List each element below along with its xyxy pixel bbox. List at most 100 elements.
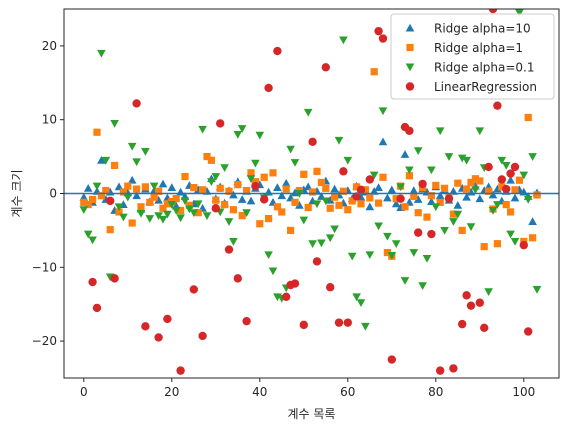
data-point (418, 179, 427, 189)
data-point (84, 200, 92, 209)
data-point (221, 200, 229, 209)
data-point (308, 240, 317, 248)
data-point (374, 26, 383, 36)
data-point (286, 145, 295, 154)
data-point (106, 226, 114, 234)
data-point (391, 199, 401, 208)
data-point (330, 184, 339, 193)
data-point (480, 243, 488, 251)
data-point (102, 186, 110, 195)
data-point (453, 201, 463, 209)
data-point (277, 191, 287, 200)
data-point (497, 156, 507, 165)
data-point (378, 137, 388, 146)
data-point (366, 194, 374, 202)
data-point (436, 198, 444, 206)
data-point (251, 181, 260, 191)
data-point (444, 153, 454, 161)
data-point (146, 198, 154, 206)
data-point (225, 187, 233, 195)
data-point (466, 301, 476, 310)
data-point (176, 366, 185, 375)
data-point (141, 147, 150, 156)
data-point (304, 203, 312, 212)
data-point (207, 178, 216, 186)
data-point (335, 201, 343, 209)
data-point (313, 167, 321, 175)
data-point (423, 213, 431, 221)
legend-marker (405, 63, 415, 72)
data-point (427, 166, 436, 175)
data-point (194, 209, 202, 217)
data-point (167, 201, 177, 209)
data-point (334, 136, 344, 145)
data-point (427, 197, 436, 206)
data-point (322, 184, 330, 192)
data-point (92, 182, 102, 191)
data-point (93, 128, 101, 136)
data-point (475, 194, 485, 203)
data-point (246, 175, 256, 184)
data-point (119, 188, 127, 196)
data-point (431, 203, 441, 212)
data-point (211, 173, 221, 181)
data-point (488, 207, 498, 215)
data-point (502, 200, 510, 209)
data-point (321, 197, 331, 206)
data-point (471, 175, 479, 183)
series-linearregression (88, 9, 533, 375)
data-point (352, 192, 361, 201)
data-point (80, 198, 88, 206)
y-tick-label: 10 (42, 113, 57, 127)
data-point (466, 223, 476, 232)
y-tick-label: 0 (49, 187, 57, 201)
data-point (97, 155, 106, 164)
data-point (251, 178, 259, 186)
data-point (158, 215, 168, 224)
data-point (506, 169, 515, 178)
data-point (92, 303, 102, 313)
data-point (207, 156, 215, 164)
data-point (189, 285, 198, 294)
data-point (127, 142, 137, 151)
data-point (128, 219, 136, 227)
data-point (396, 183, 405, 192)
data-point (269, 169, 277, 177)
y-tick-label: −10 (32, 260, 57, 274)
data-point (132, 158, 141, 167)
axis-ticks: 0 20 40 60 80 100 −20 −10 0 10 20 (32, 39, 536, 399)
data-point (211, 204, 220, 213)
legend-label: Ridge alpha=1 (434, 41, 523, 55)
data-point (256, 220, 264, 228)
data-point (83, 184, 93, 192)
data-point (413, 195, 423, 203)
data-point (365, 202, 375, 211)
data-point (106, 196, 115, 206)
data-point (189, 209, 199, 217)
data-point (110, 274, 119, 283)
data-point (435, 191, 445, 200)
data-point (154, 195, 163, 204)
data-point (440, 226, 449, 235)
data-point (309, 188, 317, 196)
data-point (444, 194, 454, 203)
data-point (484, 162, 493, 172)
data-point (414, 228, 423, 237)
data-point (532, 286, 542, 294)
data-point (331, 193, 339, 201)
legend: Ridge alpha=10 Ridge alpha=1 Ridge alpha=0… (390, 13, 555, 100)
data-point (441, 184, 449, 192)
data-point (510, 238, 520, 246)
legend-label: LinearRegression (434, 80, 537, 94)
data-point (114, 182, 124, 191)
data-point (383, 248, 391, 257)
data-point (242, 316, 251, 326)
data-point (330, 225, 339, 234)
data-point (317, 178, 325, 187)
data-point (83, 230, 93, 239)
data-point (374, 222, 383, 231)
data-point (519, 171, 529, 180)
data-point (339, 187, 347, 195)
data-point (190, 183, 198, 192)
